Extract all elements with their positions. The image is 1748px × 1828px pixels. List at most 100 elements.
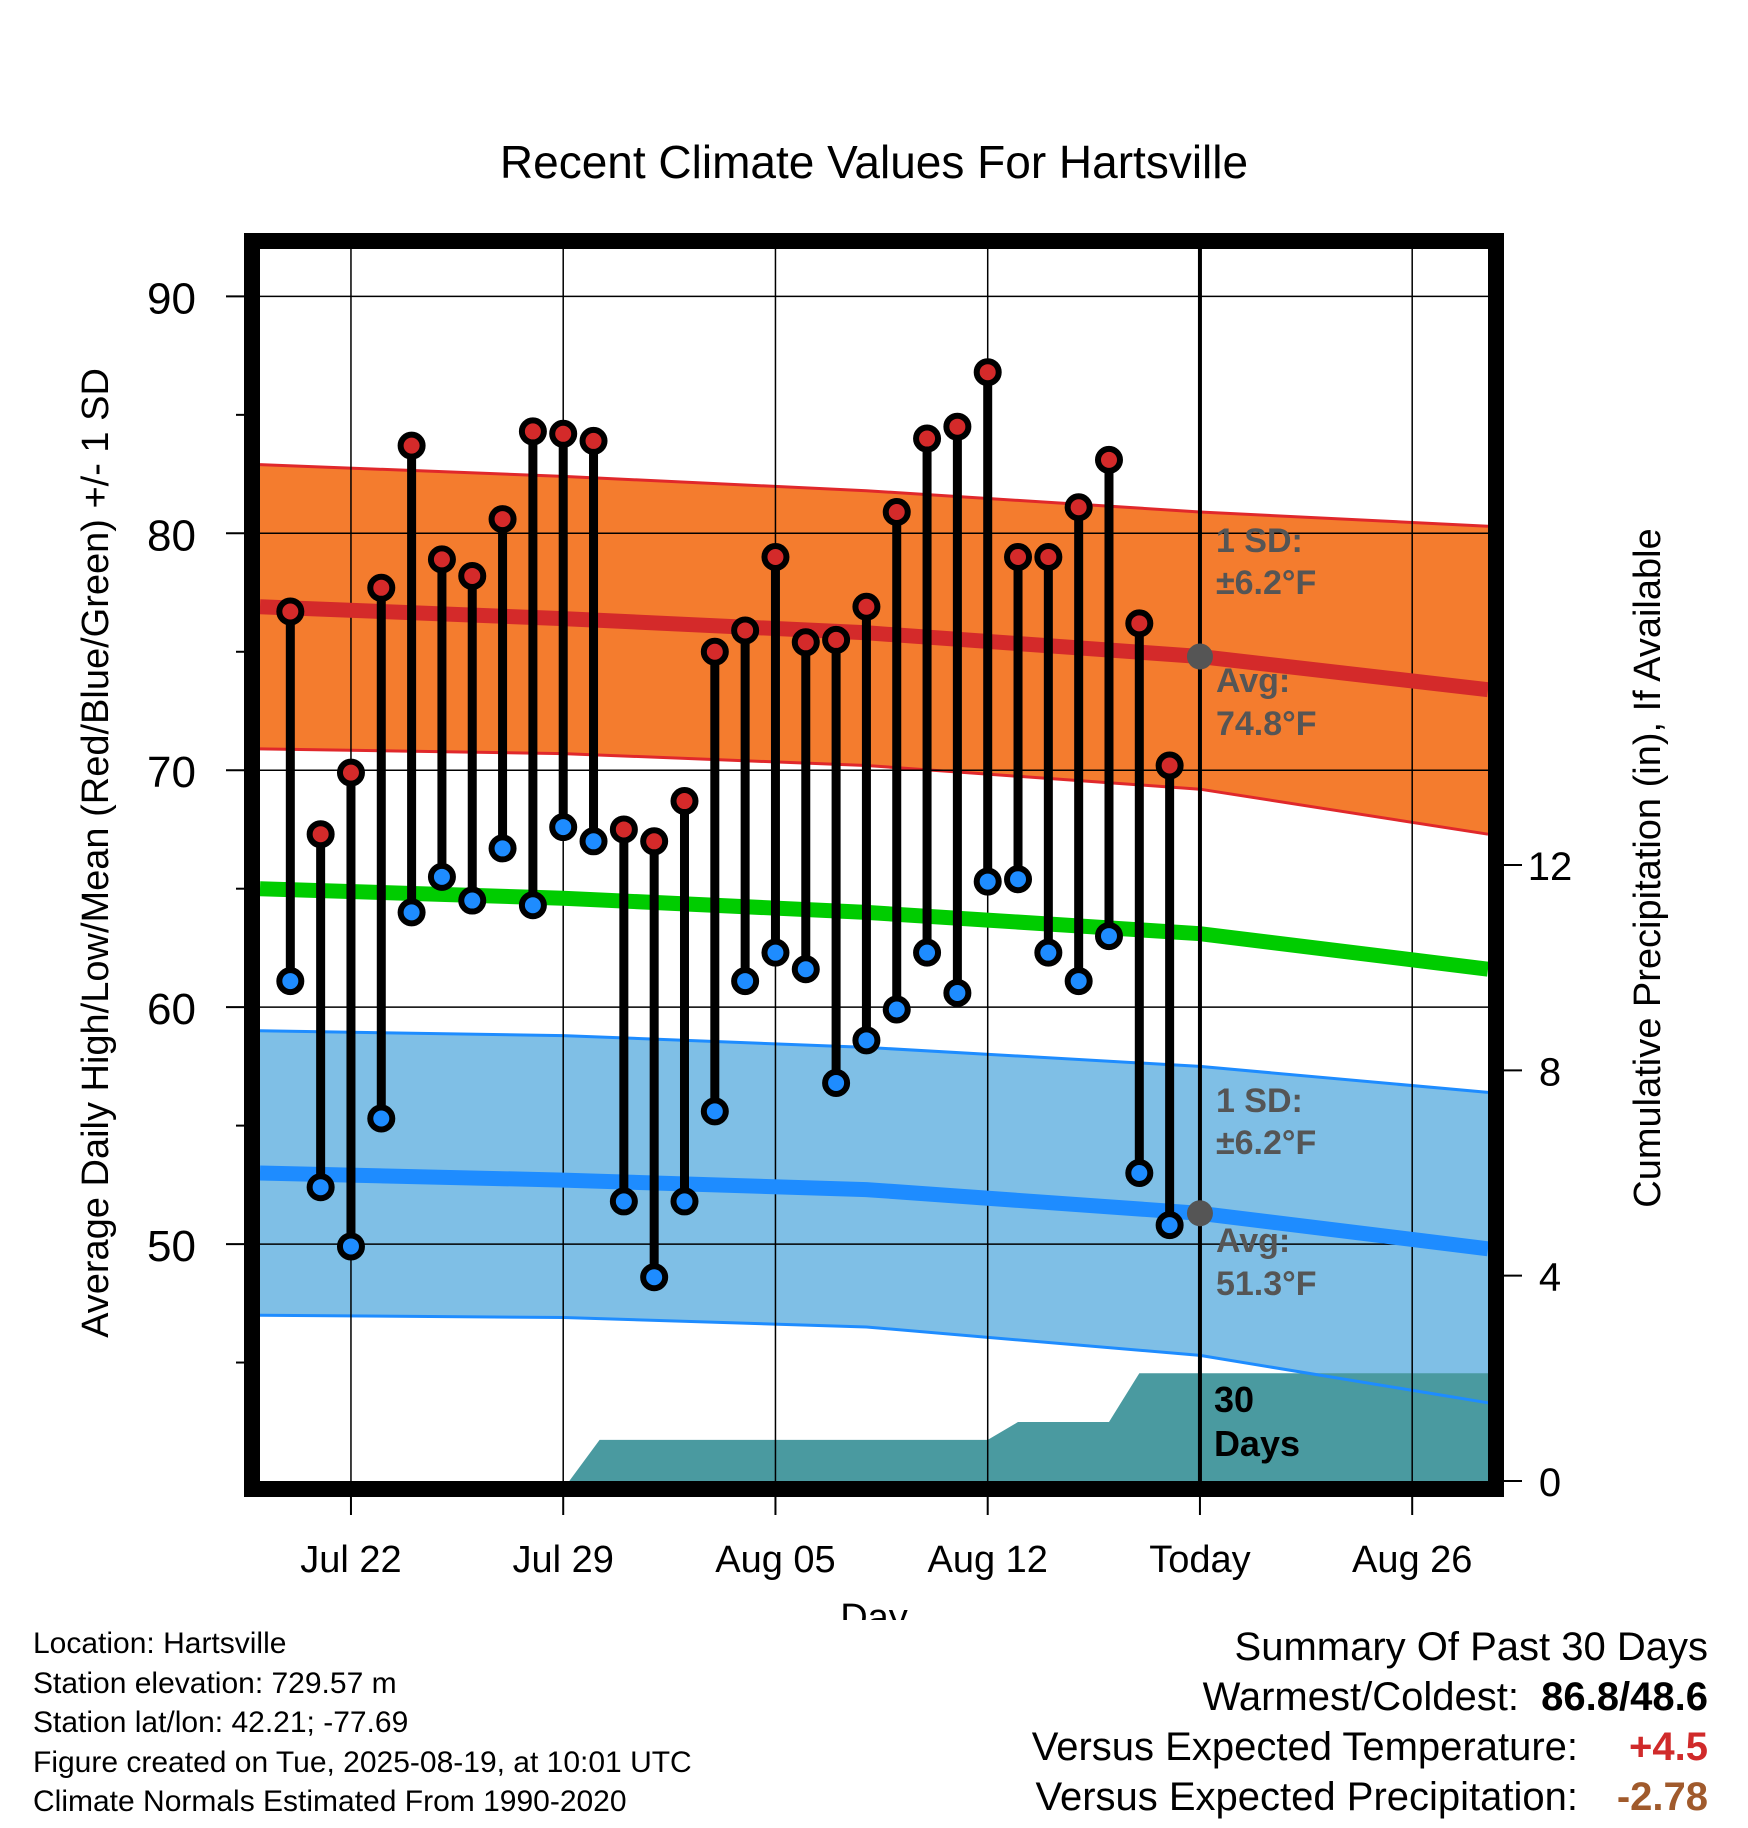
daily-low-point [670,1187,699,1216]
daily-high-point [822,625,851,654]
y2-axis-label: Cumulative Precipitation (in), If Availa… [1627,528,1669,1207]
high-avg-value: 74.8°F [1216,705,1317,743]
daily-low-point [731,967,760,996]
daily-low-point [397,898,426,927]
low-avg-line [259,1165,1489,1257]
daily-high-point [670,787,699,816]
daily-high-point [1034,543,1063,571]
daily-high-point [397,431,426,460]
daily-low-point [700,1097,729,1126]
y-tick-label: 90 [147,274,196,323]
climate-chart: Recent Climate Values For Hartsville 1 S… [75,136,1669,1620]
daily-high-point [579,426,608,455]
daily-low-point [579,827,608,856]
high-sd-label: 1 SD: [1216,522,1303,560]
y-tick-label: 50 [147,1222,196,1271]
warm-cold-label: Warmest/Coldest: [1202,1675,1519,1719]
daily-low-point [1034,938,1063,967]
x-axis-label: Day [840,1597,908,1620]
daily-low-point [518,891,547,920]
y-tick-label: 70 [147,748,196,797]
daily-low-point [791,955,820,984]
daily-high-point [518,417,547,446]
daily-high-point [1125,609,1154,638]
location-text: Location: Hartsville [33,1627,287,1660]
daily-high-point [549,419,578,448]
temp-anomaly-label: Versus Expected Temperature: [1031,1725,1578,1769]
daily-low-point [367,1104,396,1133]
temp-anomaly-row: Versus Expected Temperature: +4.5 [1032,1722,1708,1772]
daily-high-point [731,616,760,645]
daily-high-point [791,628,820,657]
daily-high-point [973,358,1002,387]
summary-panel: Summary Of Past 30 Days Warmest/Coldest:… [1032,1622,1708,1822]
low-sd-band [260,1030,1488,1403]
daily-low-point [276,967,305,996]
precip-anomaly-value: -2.78 [1616,1775,1708,1819]
daily-low-point [943,978,972,1007]
daily-high-point [488,505,517,534]
daily-low-point [306,1173,335,1202]
x-tick-label: Today [1149,1539,1250,1581]
daily-low-point [640,1263,669,1292]
today-high-avg-marker [1186,643,1213,670]
daily-low-point [761,938,790,967]
y-axis-label: Average Daily High/Low/Mean (Red/Blue/Gr… [75,368,117,1338]
daily-low-point [1094,922,1123,951]
station-info: Location: Hartsville Station elevation: … [33,1624,692,1822]
plot-area: 1 SD: ±6.2°F Avg: 74.8°F 1 SD: ±6.2°F Avg: 51.3… [147,233,1573,1581]
x-tick-label: Aug 12 [927,1539,1047,1581]
daily-low-point [549,813,578,842]
x-tick-label: Jul 29 [513,1539,614,1581]
precip-anomaly-label: Versus Expected Precipitation: [1035,1775,1578,1819]
daily-high-point [913,424,942,453]
daily-high-point [367,573,396,602]
daily-low-point [458,886,487,915]
daily-low-point [609,1187,638,1216]
temp-anomaly-value: +4.5 [1629,1725,1708,1769]
low-sd-lower-line [259,1313,1489,1405]
x-tick-label: Aug 05 [715,1539,835,1581]
daily-high-point [306,820,335,849]
period-label: Days [1214,1423,1300,1464]
y2-tick-label: 12 [1528,845,1573,889]
latlon-text: Station lat/lon: 42.21; -77.69 [33,1706,409,1739]
daily-low-point [1064,967,1093,996]
daily-low-point [1004,865,1033,894]
daily-high-point [943,412,972,441]
summary-heading: Summary Of Past 30 Days [1234,1625,1708,1669]
warm-cold-row: Warmest/Coldest: 86.8/48.6 [1032,1672,1708,1722]
y2-tick-label: 4 [1539,1256,1561,1300]
daily-high-point [609,815,638,844]
y2-tick-label: 0 [1539,1461,1561,1505]
elevation-text: Station elevation: 729.57 m [33,1666,397,1700]
daily-high-point [640,827,669,856]
chart-title: Recent Climate Values For Hartsville [500,136,1248,188]
daily-low-point [973,867,1002,896]
created-text: Figure created on Tue, 2025-08-19, at 10… [33,1745,692,1779]
x-tick-label: Aug 26 [1352,1539,1472,1581]
daily-low-point [882,995,911,1024]
low-avg-label: Avg: [1216,1222,1290,1260]
daily-high-point [1094,445,1123,474]
daily-high-point [700,637,729,666]
daily-low-point [913,938,942,967]
period-number: 30 [1214,1379,1254,1420]
daily-low-point [822,1068,851,1097]
y-tick-label: 80 [147,511,196,560]
low-sd-value: ±6.2°F [1216,1124,1316,1162]
y2-tick-label: 8 [1539,1050,1561,1094]
daily-low-point [852,1026,881,1055]
normals-text: Climate Normals Estimated From 1990-2020 [33,1785,627,1818]
low-sd-label: 1 SD: [1216,1082,1303,1120]
daily-low-point [488,834,517,863]
daily-low-point [427,862,456,891]
daily-high-point [336,758,365,787]
low-avg-value: 51.3°F [1216,1265,1317,1303]
daily-high-point [458,561,487,590]
daily-high-point [1064,493,1093,522]
plot-frame [244,233,1504,1497]
high-sd-upper-line [259,463,1489,528]
y-tick-label: 60 [147,985,196,1034]
daily-high-point [1155,751,1184,780]
